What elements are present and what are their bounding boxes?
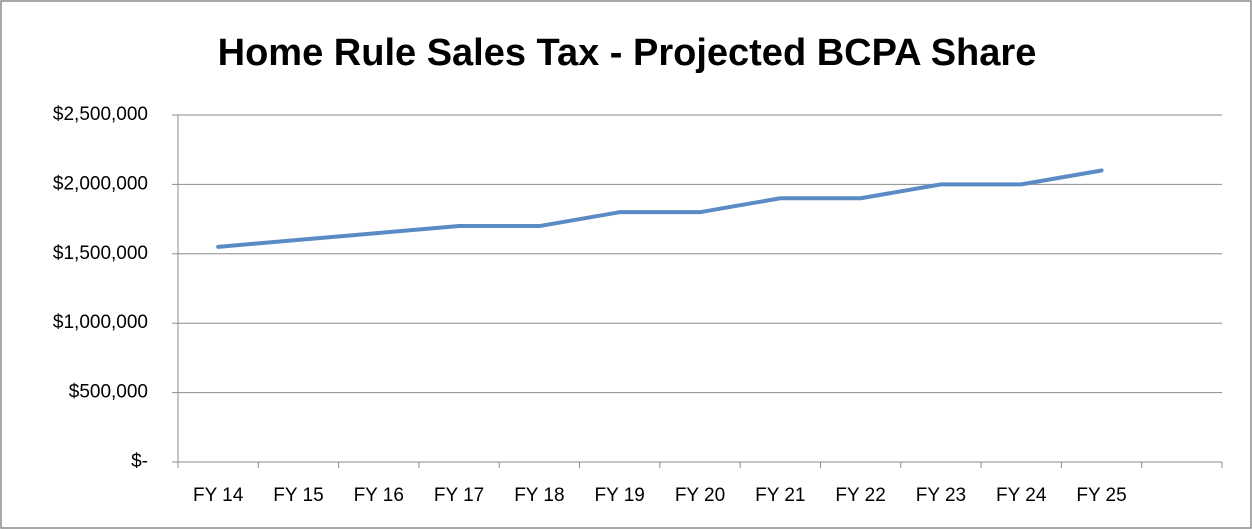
y-tick-label: $2,500,000 [53,104,148,125]
x-tick-label: FY 24 [996,485,1047,506]
y-tick-label: $1,000,000 [53,312,148,333]
y-tick-label: $2,000,000 [53,173,148,194]
x-tick-label: FY 19 [595,485,645,506]
x-tick-label: FY 14 [193,485,244,506]
y-tick-label: $- [131,451,148,472]
x-tick-label: FY 23 [916,485,966,506]
x-tick-label: FY 17 [434,485,484,506]
x-tick-label: FY 16 [354,485,404,506]
x-tick-label: FY 21 [755,485,805,506]
x-tick-label: FY 22 [835,485,885,506]
x-tick-label: FY 18 [514,485,564,506]
x-tick-label: FY 20 [675,485,725,506]
x-tick-label: FY 25 [1076,485,1126,506]
chart-title: Home Rule Sales Tax - Projected BCPA Sha… [218,32,1037,74]
y-tick-label: $1,500,000 [53,243,148,264]
x-tick-label: FY 15 [273,485,323,506]
data-line [216,168,1104,249]
y-tick-label: $500,000 [69,382,148,403]
